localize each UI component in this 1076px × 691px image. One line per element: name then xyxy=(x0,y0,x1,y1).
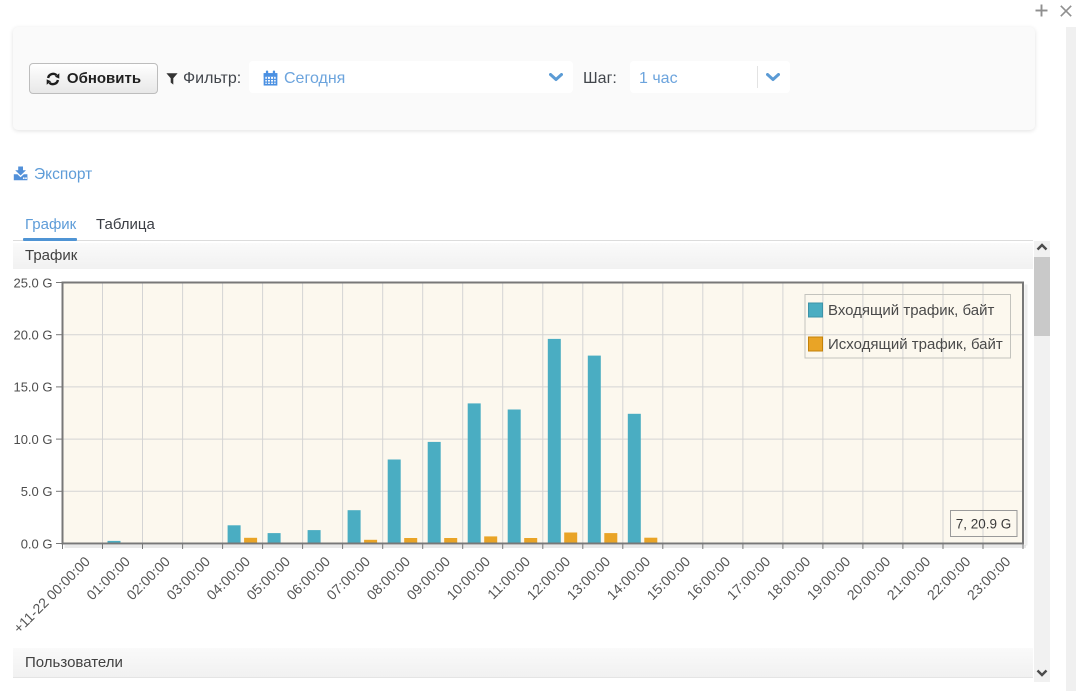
svg-text:20.0 G: 20.0 G xyxy=(13,328,52,343)
svg-text:Исходящий трафик, байт: Исходящий трафик, байт xyxy=(828,336,1003,353)
svg-text:21:00:00: 21:00:00 xyxy=(884,553,934,603)
svg-text:5.0 G: 5.0 G xyxy=(21,484,53,499)
svg-text:07:00:00: 07:00:00 xyxy=(323,553,373,603)
svg-text:02:00:00: 02:00:00 xyxy=(123,553,173,603)
svg-text:0.0 G: 0.0 G xyxy=(21,536,53,551)
svg-text:23:00:00: 23:00:00 xyxy=(964,553,1014,603)
svg-text:15.0 G: 15.0 G xyxy=(13,380,52,395)
svg-text:10:00:00: 10:00:00 xyxy=(443,553,493,603)
svg-text:10.0 G: 10.0 G xyxy=(13,432,52,447)
svg-text:+11-22 00:00:00: +11-22 00:00:00 xyxy=(10,553,93,636)
svg-text:7, 20.9 G: 7, 20.9 G xyxy=(956,517,1012,532)
svg-text:25.0 G: 25.0 G xyxy=(13,275,52,290)
svg-text:Входящий трафик, байт: Входящий трафик, байт xyxy=(828,302,994,319)
svg-text:16:00:00: 16:00:00 xyxy=(683,553,733,603)
